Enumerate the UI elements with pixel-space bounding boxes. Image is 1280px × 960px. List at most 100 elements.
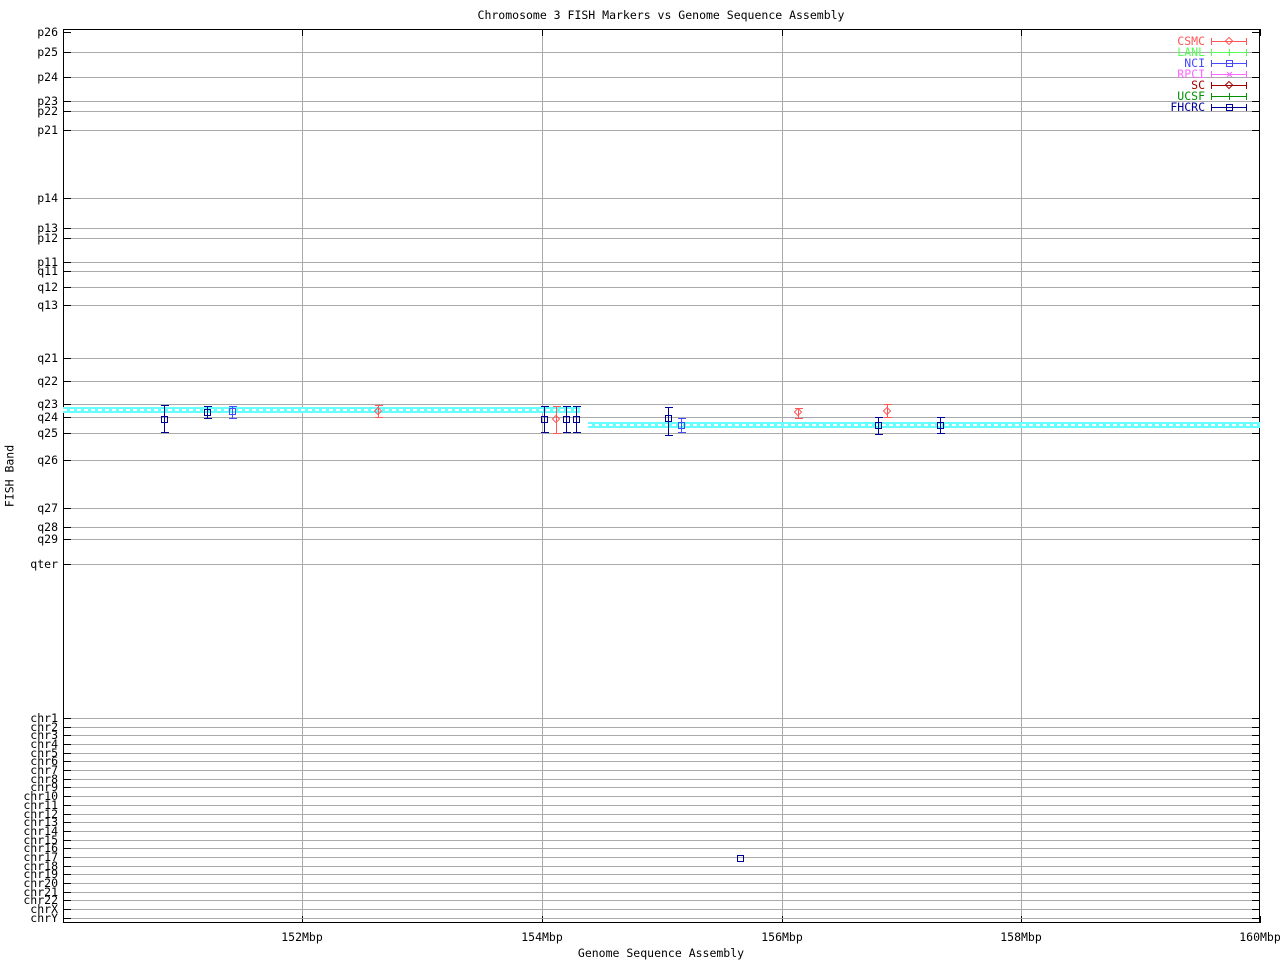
y-tick-label: p11 (37, 255, 58, 269)
y-gridline (63, 101, 1260, 102)
y-tick-right (1252, 262, 1260, 263)
y-tick-right (1252, 822, 1260, 823)
y-gridline (63, 417, 1260, 418)
y-gridline (63, 198, 1260, 199)
legend-sample-cap (1246, 93, 1247, 100)
errorbar-line (681, 418, 682, 432)
y-tick-label: qter (30, 557, 58, 571)
legend-sample-line (1211, 85, 1247, 86)
errorbar-line (798, 408, 799, 418)
y-gridline (63, 130, 1260, 131)
errorbar-cap (161, 405, 169, 406)
y-tick-right (1252, 77, 1260, 78)
y-tick-label: chr15 (23, 833, 58, 847)
y-gridline (63, 770, 1260, 771)
y-tick-label: q27 (37, 501, 58, 515)
y-gridline (63, 909, 1260, 910)
y-gridline (63, 805, 1260, 806)
y-tick-right (1252, 918, 1260, 919)
y-tick-left (63, 527, 71, 528)
y-tick-label: chr2 (30, 720, 58, 734)
y-gridline (63, 527, 1260, 528)
x-tick-label: 160Mbp (1239, 930, 1280, 944)
y-tick-left (63, 900, 71, 901)
y-tick-right (1252, 753, 1260, 754)
y-tick-left (63, 130, 71, 131)
y-tick-right (1252, 840, 1260, 841)
errorbar-line (940, 417, 941, 433)
y-tick-left (63, 238, 71, 239)
x-tick-label: 156Mbp (761, 930, 803, 944)
errorbar-cap (875, 434, 883, 435)
y-tick-right (1252, 744, 1260, 745)
y-tick-left (63, 735, 71, 736)
y-gridline (63, 814, 1260, 815)
x-tick-bottom (782, 916, 783, 923)
y-tick-label: p14 (37, 191, 58, 205)
data-point-square-marker (229, 408, 236, 415)
y-tick-label: q21 (37, 351, 58, 365)
y-tick-label: q26 (37, 453, 58, 467)
y-tick-right (1252, 287, 1260, 288)
y-tick-right (1252, 796, 1260, 797)
y-gridline (63, 228, 1260, 229)
legend-label: RPCI (1177, 67, 1205, 81)
y-tick-left (63, 753, 71, 754)
y-gridline (63, 761, 1260, 762)
y-gridline (63, 52, 1260, 53)
legend-sample-cap (1246, 60, 1247, 67)
y-tick-left (63, 779, 71, 780)
y-tick-left (63, 433, 71, 434)
y-tick-left (63, 287, 71, 288)
x-gridline (1021, 29, 1022, 923)
data-point-square-marker (937, 422, 944, 429)
x-axis-label: Genome Sequence Assembly (577, 946, 745, 960)
y-tick-left (63, 381, 71, 382)
legend-sample-cap (1211, 104, 1212, 111)
y-gridline (63, 883, 1260, 884)
x-tick-top (1260, 29, 1261, 36)
y-gridline (63, 727, 1260, 728)
y-tick-right (1252, 198, 1260, 199)
errorbar-line (887, 404, 888, 417)
y-gridline (63, 787, 1260, 788)
y-gridline (63, 874, 1260, 875)
x-tick-label: 152Mbp (281, 930, 323, 944)
y-tick-label: chr8 (30, 772, 58, 786)
data-point-square-marker (204, 409, 211, 416)
y-tick-right (1252, 883, 1260, 884)
errorbar-cap (375, 417, 383, 418)
y-tick-left (63, 892, 71, 893)
y-tick-right (1252, 564, 1260, 565)
legend-sample-cap (1246, 82, 1247, 89)
y-tick-left (63, 796, 71, 797)
y-tick-left (63, 727, 71, 728)
x-tick-bottom (302, 916, 303, 923)
legend-sample-line (1211, 107, 1247, 108)
data-point-square-marker (541, 416, 548, 423)
x-gridline (782, 29, 783, 923)
y-gridline (63, 840, 1260, 841)
errorbar-cap (229, 406, 237, 407)
y-tick-label: p22 (37, 104, 58, 118)
legend-label: NCI (1184, 56, 1205, 70)
y-gridline (63, 460, 1260, 461)
y-tick-right (1252, 417, 1260, 418)
y-tick-label: q12 (37, 280, 58, 294)
legend-sample-cap (1211, 60, 1212, 67)
y-tick-right (1252, 718, 1260, 719)
y-tick-left (63, 508, 71, 509)
errorbar-line (878, 417, 879, 434)
x-tick-bottom (1021, 916, 1022, 923)
data-point-square-marker (161, 416, 168, 423)
y-tick-label: q23 (37, 397, 58, 411)
y-tick-left (63, 460, 71, 461)
y-tick-left (63, 866, 71, 867)
legend-label: UCSF (1177, 89, 1205, 103)
errorbar-line (207, 406, 208, 418)
y-tick-left (63, 918, 71, 919)
y-gridline (63, 404, 1260, 405)
errorbar-cap (204, 406, 212, 407)
errorbar-line (576, 406, 577, 432)
y-gridline (63, 564, 1260, 565)
